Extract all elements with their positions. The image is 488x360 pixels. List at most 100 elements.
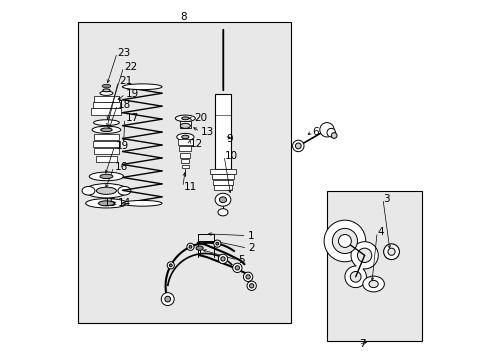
- Bar: [94, 134, 119, 140]
- Ellipse shape: [82, 186, 95, 195]
- Ellipse shape: [100, 91, 113, 95]
- Ellipse shape: [122, 84, 162, 90]
- Bar: [178, 139, 192, 145]
- Bar: [215, 94, 230, 169]
- Circle shape: [164, 296, 170, 302]
- Ellipse shape: [219, 197, 226, 203]
- Ellipse shape: [93, 120, 119, 126]
- Circle shape: [349, 271, 360, 282]
- Bar: [91, 108, 121, 116]
- Text: 20: 20: [194, 113, 207, 123]
- Circle shape: [357, 248, 371, 262]
- Bar: [78, 22, 290, 323]
- Text: 17: 17: [125, 113, 139, 123]
- Ellipse shape: [176, 134, 194, 140]
- Bar: [210, 168, 235, 174]
- Circle shape: [243, 272, 252, 282]
- Circle shape: [189, 246, 191, 248]
- Text: 14: 14: [118, 198, 131, 208]
- Circle shape: [235, 266, 239, 270]
- Circle shape: [167, 262, 174, 269]
- Text: 6: 6: [312, 127, 319, 136]
- Text: 8: 8: [180, 12, 186, 22]
- Text: 22: 22: [124, 62, 137, 72]
- Ellipse shape: [180, 123, 190, 129]
- Ellipse shape: [182, 135, 188, 139]
- Circle shape: [221, 257, 224, 261]
- Circle shape: [292, 140, 304, 152]
- Circle shape: [213, 240, 221, 247]
- Bar: [179, 121, 191, 128]
- Text: 10: 10: [224, 150, 238, 161]
- Bar: [96, 156, 117, 162]
- Ellipse shape: [175, 115, 195, 122]
- Bar: [211, 174, 234, 179]
- Ellipse shape: [102, 89, 110, 92]
- Text: 9: 9: [226, 134, 233, 144]
- Ellipse shape: [100, 174, 113, 179]
- Text: 12: 12: [190, 139, 203, 149]
- Bar: [212, 180, 233, 185]
- Bar: [179, 146, 191, 151]
- Bar: [214, 185, 231, 190]
- Ellipse shape: [85, 184, 128, 198]
- Ellipse shape: [102, 84, 110, 88]
- Circle shape: [350, 242, 378, 269]
- Circle shape: [338, 234, 351, 247]
- Circle shape: [344, 266, 366, 288]
- Circle shape: [245, 275, 250, 279]
- Ellipse shape: [96, 187, 116, 194]
- Circle shape: [161, 293, 174, 306]
- Text: 7: 7: [359, 339, 365, 349]
- Ellipse shape: [368, 280, 378, 288]
- Ellipse shape: [92, 126, 121, 134]
- Bar: [181, 159, 189, 163]
- Circle shape: [232, 263, 242, 273]
- Text: 16: 16: [115, 162, 128, 172]
- Ellipse shape: [218, 209, 227, 216]
- Circle shape: [387, 248, 394, 255]
- Bar: [94, 148, 119, 154]
- Text: 1: 1: [247, 231, 253, 240]
- Ellipse shape: [215, 193, 230, 206]
- Text: 11: 11: [183, 182, 196, 192]
- Ellipse shape: [99, 201, 114, 206]
- Text: 19: 19: [115, 141, 128, 151]
- Ellipse shape: [362, 276, 384, 292]
- Bar: [182, 165, 188, 168]
- Circle shape: [330, 133, 336, 138]
- Circle shape: [246, 281, 256, 291]
- Text: 18: 18: [118, 100, 131, 110]
- Circle shape: [295, 143, 301, 149]
- Text: 19: 19: [126, 89, 139, 99]
- Bar: [93, 140, 120, 147]
- Circle shape: [319, 123, 333, 137]
- Circle shape: [186, 243, 194, 251]
- Ellipse shape: [118, 186, 131, 195]
- Circle shape: [218, 254, 227, 264]
- Text: 21: 21: [119, 76, 132, 86]
- Bar: [93, 96, 119, 102]
- Circle shape: [249, 284, 253, 288]
- Ellipse shape: [122, 201, 162, 206]
- Text: 5: 5: [238, 255, 244, 265]
- Circle shape: [215, 242, 218, 245]
- Circle shape: [326, 129, 335, 137]
- Ellipse shape: [196, 246, 203, 250]
- Text: 2: 2: [247, 243, 254, 253]
- Circle shape: [332, 228, 357, 253]
- Text: 4: 4: [377, 227, 384, 237]
- Ellipse shape: [85, 199, 127, 208]
- Bar: [326, 191, 421, 341]
- Circle shape: [169, 264, 172, 267]
- Text: 3: 3: [383, 194, 389, 204]
- Circle shape: [383, 244, 399, 260]
- Ellipse shape: [182, 117, 188, 120]
- Circle shape: [324, 220, 365, 262]
- Ellipse shape: [101, 128, 112, 132]
- Text: 23: 23: [117, 48, 130, 58]
- Text: 13: 13: [201, 127, 214, 136]
- Bar: [180, 153, 190, 158]
- Text: 15: 15: [104, 198, 117, 208]
- Bar: [93, 102, 120, 108]
